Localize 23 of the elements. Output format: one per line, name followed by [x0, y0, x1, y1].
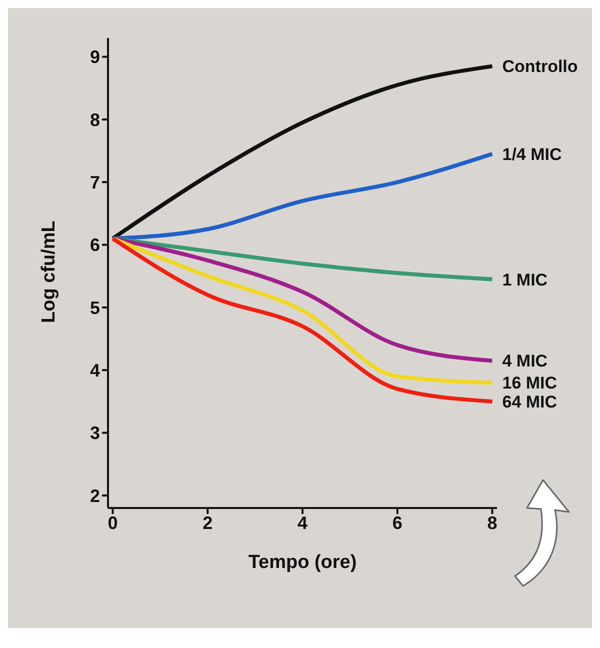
y-tick-label: 9 [90, 47, 100, 68]
y-tick-label: 2 [90, 486, 100, 506]
x-tick-label: 0 [108, 512, 118, 533]
series-label: 4 MIC [502, 352, 548, 371]
series-label: 1 MIC [502, 270, 548, 290]
series-label: 16 MIC [502, 374, 558, 393]
x-tick-label: 4 [297, 512, 308, 533]
series-label: Controllo [502, 57, 578, 76]
y-tick-label: 6 [90, 235, 100, 256]
line-series [110, 152, 494, 241]
x-tick-label: 2 [202, 512, 213, 533]
y-tick-label: 8 [90, 110, 100, 130]
x-tick-label: 8 [487, 512, 498, 533]
y-tick-label: 7 [90, 172, 100, 193]
x-tick-label: 6 [392, 512, 402, 533]
y-axis-title: Log cfu/mL [38, 220, 60, 323]
y-tick-label: 4 [90, 360, 100, 381]
y-tick-label: 3 [90, 423, 100, 444]
y-tick-label: 5 [90, 298, 100, 318]
x-axis-title: Tempo (ore) [248, 552, 357, 573]
line-series [110, 64, 494, 241]
series-label: 1/4 MIC [502, 144, 562, 164]
series-label: 64 MIC [502, 392, 558, 412]
